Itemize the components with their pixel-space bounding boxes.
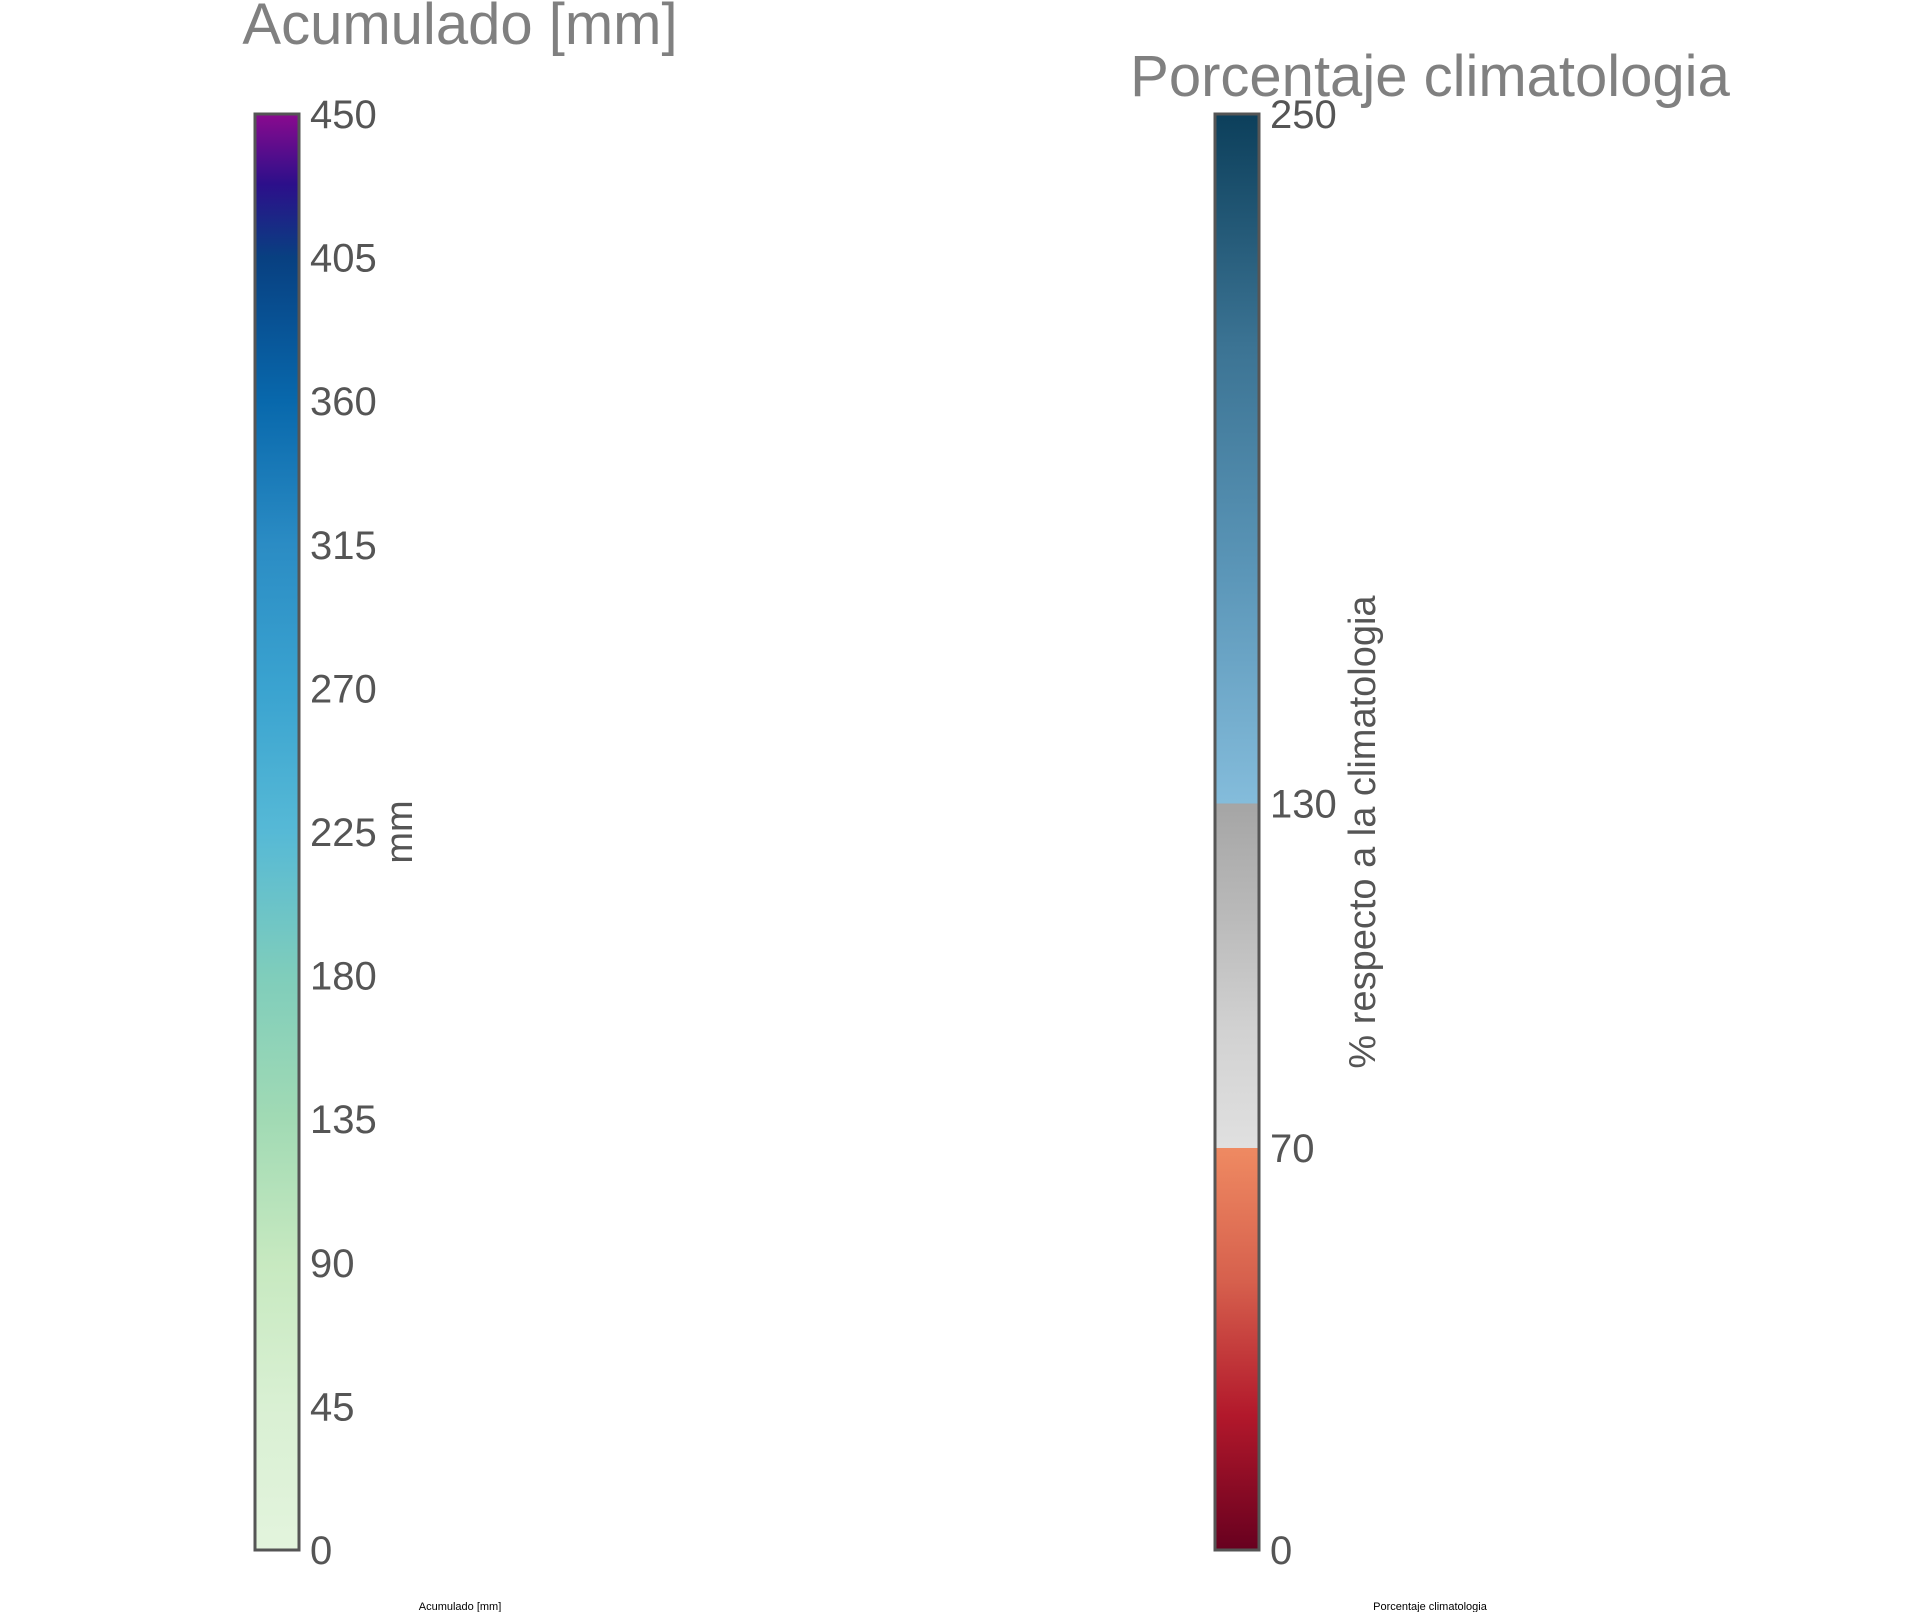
tick-label: 135	[310, 1098, 377, 1142]
tick-label: 180	[310, 955, 377, 999]
tick-label: 360	[310, 380, 377, 424]
acumulado-axis-label: mm	[379, 800, 421, 863]
tick-label: 45	[310, 1385, 355, 1429]
porcentaje-colorbar: Porcentaje climatologia 0 70 130 250 % resp…	[1130, 44, 1730, 1612]
porcentaje-ticks: 0 70 130 250	[1270, 93, 1337, 1573]
acumulado-bar	[255, 114, 299, 1550]
porcentaje-title: Porcentaje climatologia	[1130, 44, 1730, 109]
acumulado-caption: Acumulado [mm]	[419, 1601, 502, 1612]
tick-label: 450	[310, 93, 377, 137]
tick-label: 225	[310, 811, 377, 855]
porcentaje-caption: Porcentaje climatologia	[1373, 1601, 1488, 1612]
tick-label: 270	[310, 667, 377, 711]
tick-label: 315	[310, 524, 377, 568]
tick-label: 250	[1270, 93, 1337, 137]
tick-label: 130	[1270, 782, 1337, 826]
tick-label: 90	[310, 1242, 355, 1286]
porcentaje-bar-frame	[1213, 112, 1261, 1552]
tick-label: 0	[1270, 1529, 1292, 1573]
tick-label: 70	[1270, 1127, 1315, 1171]
acumulado-ticks: 0 45 90 135 180 225 270 315 360 405 450	[310, 93, 377, 1573]
tick-label: 405	[310, 237, 377, 281]
porcentaje-bar	[1215, 114, 1259, 1550]
tick-label: 0	[310, 1529, 332, 1573]
porcentaje-axis-label: % respecto a la climatologia	[1342, 595, 1384, 1069]
acumulado-bar-frame	[253, 112, 301, 1552]
acumulado-colorbar: Acumulado [mm] 0 45 90 135 180 225 270 315 360 40…	[242, 0, 677, 1612]
acumulado-title: Acumulado [mm]	[242, 0, 677, 57]
